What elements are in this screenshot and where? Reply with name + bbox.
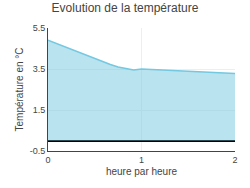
svg-text:0: 0: [45, 155, 50, 165]
svg-text:2: 2: [232, 155, 237, 165]
svg-text:Température en °C: Température en °C: [14, 47, 25, 131]
svg-text:-0.5: -0.5: [30, 146, 46, 156]
svg-text:5.5: 5.5: [33, 23, 46, 33]
svg-text:3.5: 3.5: [33, 64, 46, 74]
svg-text:1.5: 1.5: [33, 105, 46, 115]
svg-text:1: 1: [139, 155, 144, 165]
svg-text:Evolution de la température: Evolution de la température: [52, 1, 199, 15]
svg-text:heure par heure: heure par heure: [106, 166, 178, 177]
